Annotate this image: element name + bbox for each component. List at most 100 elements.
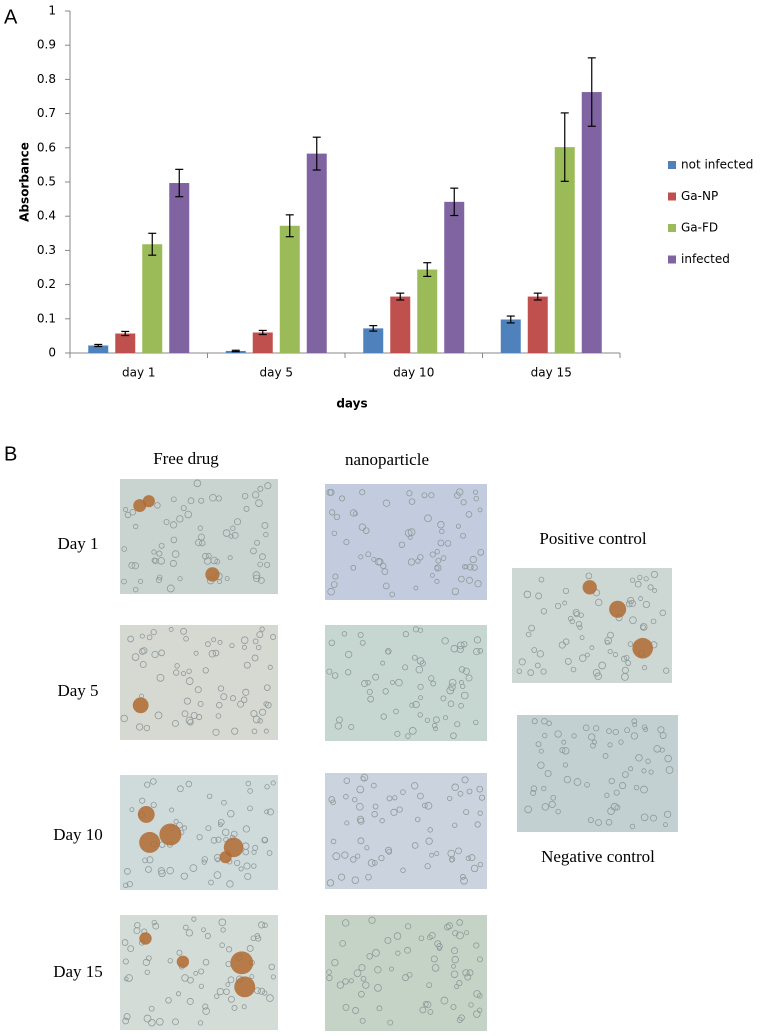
- cell: [129, 807, 135, 813]
- cell: [419, 660, 426, 667]
- cell: [357, 632, 364, 638]
- cell: [458, 666, 466, 673]
- micrograph: [325, 915, 487, 1031]
- cell: [613, 789, 620, 796]
- cell: [433, 716, 440, 724]
- cell: [418, 695, 423, 701]
- cell: [171, 550, 180, 558]
- cell: [355, 802, 364, 811]
- cell: [559, 747, 566, 754]
- cell: [342, 1004, 350, 1011]
- cell: [395, 678, 403, 687]
- cell: [264, 482, 272, 490]
- cell: [456, 919, 464, 926]
- cell: [643, 576, 649, 582]
- cell: [343, 539, 350, 546]
- cell: [471, 564, 478, 571]
- cell: [258, 987, 266, 995]
- error-bar: [560, 112, 569, 182]
- cell: [659, 609, 666, 617]
- row-label: Day 15: [53, 962, 103, 981]
- cell: [587, 817, 594, 824]
- cell: [270, 634, 277, 641]
- cell: [584, 652, 590, 658]
- cell: [463, 564, 469, 570]
- cell: [477, 861, 484, 868]
- cell: [255, 935, 262, 942]
- y-axis-title: Absorbance: [18, 142, 32, 222]
- cell: [218, 918, 227, 927]
- cell: [555, 808, 561, 815]
- x-tick-label: day 15: [531, 366, 572, 380]
- cell: [372, 949, 380, 957]
- cell: [537, 761, 545, 769]
- cell: [217, 685, 225, 692]
- cell: [455, 847, 462, 855]
- error-bar: [587, 57, 596, 127]
- cell: [350, 856, 357, 863]
- cell: [427, 1008, 434, 1015]
- legend-label: Ga-NP: [681, 189, 718, 203]
- cell: [365, 873, 372, 881]
- cell: [546, 720, 552, 727]
- cell: [437, 521, 445, 529]
- cell: [470, 864, 479, 873]
- cell: [648, 769, 654, 775]
- cell: [264, 809, 270, 815]
- y-tick-label: 1: [48, 4, 56, 18]
- cell: [360, 776, 366, 782]
- cell: [155, 576, 163, 584]
- cell: [219, 942, 225, 948]
- cell: [456, 931, 464, 940]
- cell: [166, 584, 175, 593]
- cell: [169, 807, 175, 813]
- cell: [422, 802, 428, 809]
- cell: [392, 795, 398, 801]
- error-bar: [423, 262, 432, 277]
- cell: [330, 838, 337, 845]
- cell: [379, 818, 385, 824]
- cell: [445, 922, 453, 930]
- cell: [630, 732, 639, 740]
- cell: [216, 701, 223, 709]
- cell: [198, 968, 205, 975]
- cell: [458, 702, 464, 709]
- cell: [608, 777, 615, 785]
- cell: [365, 679, 371, 686]
- cell: [540, 608, 548, 615]
- stained-cell: [139, 831, 161, 853]
- cell: [433, 726, 439, 732]
- legend-label: infected: [681, 252, 730, 266]
- cell: [193, 650, 199, 656]
- cell: [171, 719, 179, 727]
- cell: [154, 711, 163, 720]
- cell: [591, 739, 597, 745]
- bar: [444, 201, 465, 353]
- cell: [240, 636, 249, 644]
- cell: [169, 521, 178, 529]
- cell: [187, 497, 195, 505]
- cell: [359, 489, 366, 496]
- cell: [451, 783, 459, 792]
- cell: [640, 624, 646, 630]
- cell: [352, 1007, 360, 1014]
- cell: [426, 982, 433, 989]
- cell: [360, 975, 367, 982]
- cell: [458, 1014, 465, 1021]
- cell: [612, 651, 619, 658]
- cell: [477, 810, 483, 816]
- cell: [585, 572, 593, 580]
- cell: [205, 825, 212, 832]
- stained-cell: [230, 951, 254, 975]
- cell: [523, 590, 532, 599]
- cell: [127, 945, 135, 953]
- cell: [150, 801, 157, 808]
- cell: [144, 781, 151, 788]
- cell: [217, 639, 223, 645]
- cell: [134, 922, 141, 929]
- error-bar: [258, 329, 267, 336]
- cell: [186, 997, 194, 1005]
- cell: [428, 492, 435, 499]
- cell: [231, 1004, 238, 1011]
- cell: [460, 691, 469, 700]
